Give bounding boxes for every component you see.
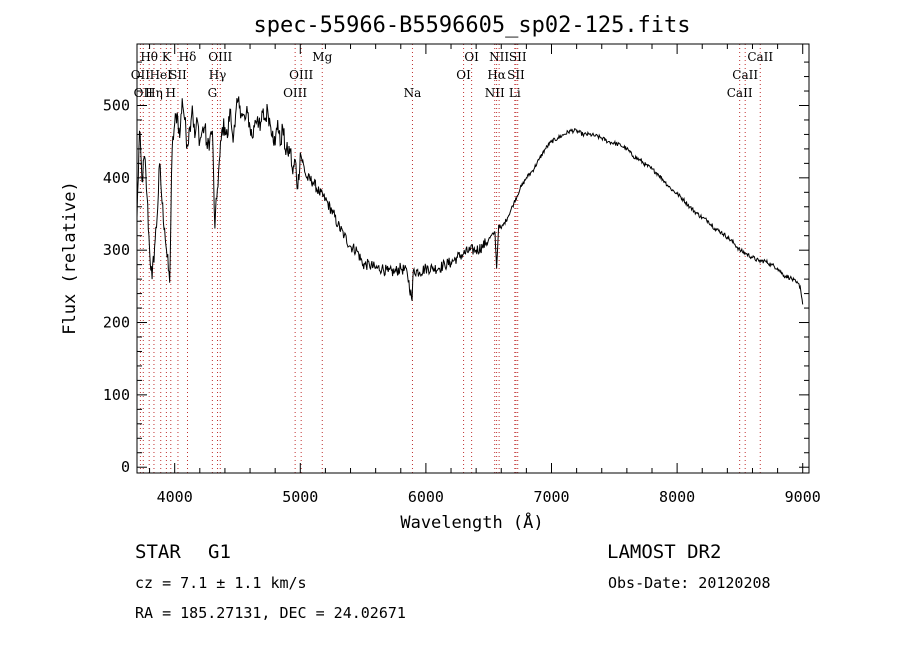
chart-title: spec-55966-B5596605_sp02-125.fits	[253, 13, 690, 38]
x-tick-label: 7000	[533, 488, 569, 506]
x-tick-label: 4000	[157, 488, 193, 506]
line-marker-label: K	[162, 50, 172, 64]
y-tick-label: 400	[103, 169, 130, 187]
line-marker-label: CaII	[732, 68, 758, 82]
line-marker-label: Hδ	[179, 50, 197, 64]
line-marker-label: H	[166, 86, 176, 100]
line-marker-label: Na	[404, 86, 422, 100]
object-class: STAR	[135, 541, 181, 563]
axis-ticks: 4000 5000 6000 7000 8000 9000 0 100 200 300 400 500	[103, 44, 821, 506]
line-marker-label: Mg	[312, 50, 332, 64]
line-marker-label: SII	[507, 68, 525, 82]
object-subclass: G1	[208, 541, 231, 563]
line-marker-labels: OII OII Hθ Hη HeI K H SII Hδ G Hγ OIII OIII OIII Mg Na O…	[131, 50, 774, 100]
y-tick-label: 100	[103, 386, 130, 404]
line-marker-label: HeI	[150, 68, 173, 82]
line-marker-label: NII	[489, 50, 509, 64]
line-marker-label: Hη	[145, 86, 163, 100]
y-tick-label: 0	[121, 458, 130, 476]
line-marker-label: OII	[131, 68, 151, 82]
x-tick-label: 9000	[785, 488, 821, 506]
line-marker-label: OI	[464, 50, 479, 64]
obs-date: Obs-Date: 20120208	[608, 574, 771, 592]
line-marker-label: OIII	[283, 86, 307, 100]
line-marker-label: OIII	[289, 68, 313, 82]
redshift-cz: cz = 7.1 ± 1.1 km/s	[135, 574, 307, 592]
y-axis-label: Flux (relative)	[60, 181, 80, 335]
line-marker-label: OII	[134, 86, 154, 100]
line-marker-label: OIII	[208, 50, 232, 64]
line-marker-label: SII	[169, 68, 187, 82]
y-tick-label: 300	[103, 241, 130, 259]
y-tick-label: 200	[103, 314, 130, 332]
line-marker-label: SII	[509, 50, 527, 64]
line-marker-label: G	[208, 86, 218, 100]
line-marker-label: CaII	[747, 50, 773, 64]
line-marker-label: Li	[509, 86, 521, 100]
coordinates: RA = 185.27131, DEC = 24.02671	[135, 604, 406, 622]
y-tick-label: 500	[103, 96, 130, 114]
line-markers	[139, 44, 761, 473]
x-tick-label: 5000	[282, 488, 318, 506]
survey-name: LAMOST DR2	[607, 541, 722, 563]
x-tick-label: 6000	[408, 488, 444, 506]
x-tick-label: 8000	[659, 488, 695, 506]
line-marker-label: CaII	[727, 86, 753, 100]
line-marker-label: Hγ	[209, 68, 227, 82]
line-marker-label: Hθ	[140, 50, 158, 64]
line-marker-label: Hα	[487, 68, 506, 82]
line-marker-label: OI	[456, 68, 471, 82]
x-axis-label: Wavelength (Å)	[400, 511, 543, 533]
spectrum-line	[136, 96, 804, 305]
plot-frame	[136, 43, 810, 474]
line-marker-label: NII	[485, 86, 505, 100]
